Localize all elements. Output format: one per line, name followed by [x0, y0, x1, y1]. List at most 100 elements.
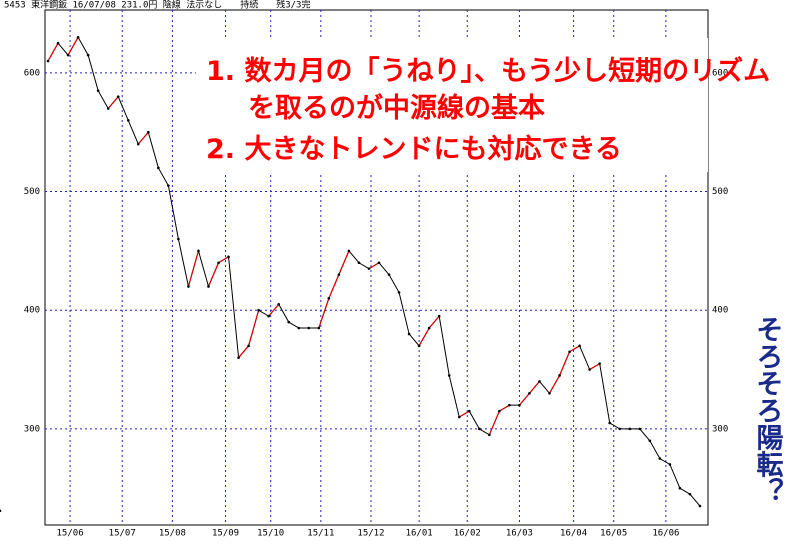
- price-point: [618, 427, 622, 431]
- rise-segment: [418, 327, 430, 347]
- price-point: [518, 403, 521, 407]
- price-point: [237, 356, 240, 359]
- y-tick-label: 300: [24, 424, 40, 434]
- price-point: [177, 237, 180, 241]
- price-point: [648, 439, 652, 443]
- rise-segment: [218, 256, 229, 264]
- price-point: [427, 326, 431, 330]
- rise-segment: [499, 404, 510, 412]
- price-point: [628, 427, 632, 431]
- price-point: [397, 291, 401, 294]
- price-point: [297, 326, 301, 330]
- rise-segment: [47, 42, 59, 62]
- price-point: [688, 492, 692, 496]
- price-point: [337, 273, 341, 276]
- price-point: [357, 261, 361, 265]
- price-point: [698, 504, 702, 508]
- x-tick-label: 15/06: [57, 529, 84, 539]
- rise-segment: [428, 315, 440, 329]
- price-point: [327, 297, 331, 300]
- price-point: [257, 308, 260, 312]
- price-point: [0, 509, 2, 513]
- price-point: [247, 344, 250, 348]
- x-tick-label: 16/06: [652, 529, 679, 539]
- rise-segment: [268, 303, 280, 317]
- rise-segment: [338, 250, 350, 275]
- price-point: [96, 89, 100, 92]
- y-tick-label: 500: [24, 187, 40, 197]
- price-point: [56, 41, 60, 45]
- price-point: [317, 326, 321, 330]
- price-point: [457, 415, 461, 419]
- rise-segment: [207, 262, 220, 287]
- price-point: [86, 53, 90, 57]
- rise-segment: [238, 345, 250, 359]
- rise-segment: [187, 250, 200, 287]
- price-point: [217, 261, 220, 265]
- price-point: [508, 403, 511, 407]
- price-point: [478, 427, 481, 431]
- x-tick-label: 15/11: [307, 529, 334, 539]
- price-point: [467, 409, 471, 413]
- rise-segment: [137, 131, 149, 145]
- x-tick-label: 16/03: [506, 529, 533, 539]
- x-tick-label: 16/04: [560, 529, 587, 539]
- price-point: [157, 166, 160, 170]
- y2-tick-label: 500: [712, 187, 728, 197]
- y-tick-label: 400: [24, 306, 40, 316]
- x-tick-label: 15/07: [109, 529, 136, 539]
- price-point: [548, 391, 551, 395]
- price-point: [638, 427, 642, 431]
- side-note: そろそろ陽転？: [752, 316, 784, 505]
- price-point: [377, 261, 381, 265]
- x-tick-label: 15/10: [257, 529, 284, 539]
- chart-header: 5453 東洋鋼鈑 16/07/08 231.0円 陰線 法示なし 持続 残3/…: [4, 0, 310, 11]
- price-point: [136, 142, 140, 146]
- rise-segment: [589, 363, 600, 371]
- x-tick-label: 16/05: [600, 529, 627, 539]
- price-point: [588, 368, 591, 371]
- price-point: [277, 302, 281, 306]
- rise-segment: [518, 392, 530, 406]
- x-tick-label: 15/08: [159, 529, 186, 539]
- rise-segment: [107, 96, 119, 109]
- rise-segment: [318, 298, 330, 329]
- y-tick-label: 600: [24, 68, 40, 78]
- price-point: [367, 267, 371, 270]
- price-point: [498, 409, 501, 413]
- price-point: [207, 285, 210, 288]
- rise-segment: [548, 375, 561, 394]
- price-point: [66, 53, 70, 57]
- x-tick-label: 16/01: [406, 529, 433, 539]
- price-point: [668, 463, 672, 466]
- price-point: [578, 344, 581, 348]
- price-point: [126, 119, 130, 122]
- x-tick-label: 16/02: [454, 529, 481, 539]
- price-point: [267, 314, 270, 318]
- price-point: [197, 249, 200, 253]
- price-point: [608, 421, 612, 425]
- price-point: [46, 59, 50, 63]
- x-tick-label: 15/09: [212, 529, 239, 539]
- y2-tick-label: 600: [712, 68, 728, 78]
- price-point: [106, 107, 110, 110]
- annotation: 1. 数カ月の「うねり」、もう少し短期のリズム: [206, 55, 770, 87]
- price-point: [598, 362, 601, 365]
- price-point: [116, 95, 120, 98]
- price-point: [307, 326, 311, 330]
- rise-segment: [488, 410, 500, 436]
- price-point: [658, 457, 662, 460]
- y2-tick-label: 400: [712, 306, 728, 316]
- price-point: [678, 486, 682, 490]
- rise-segment: [248, 310, 260, 346]
- annotation: 2. 大きなトレンドにも対応できる: [206, 133, 622, 165]
- rise-segment: [67, 36, 79, 56]
- price-point: [568, 350, 571, 354]
- price-point: [538, 380, 541, 383]
- annotation: を取るのが中源線の基本: [248, 92, 545, 124]
- price-point: [347, 249, 351, 253]
- y2-tick-label: 300: [712, 424, 728, 434]
- price-point: [227, 255, 230, 259]
- price-point: [76, 35, 80, 39]
